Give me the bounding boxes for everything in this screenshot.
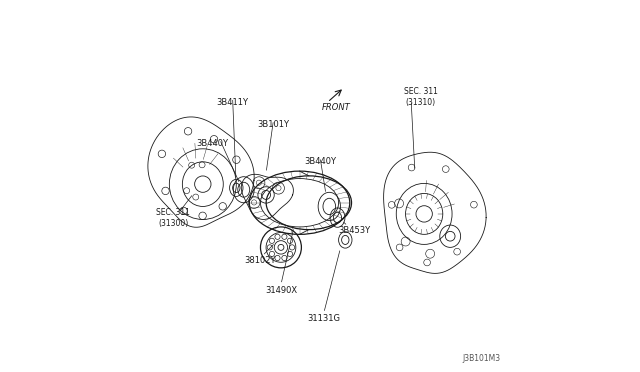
Text: 3B411Y: 3B411Y	[216, 98, 248, 107]
Text: 3B453Y: 3B453Y	[339, 226, 371, 235]
Text: J3B101M3: J3B101M3	[462, 354, 500, 363]
Text: FRONT: FRONT	[322, 103, 351, 112]
Text: 31131G: 31131G	[307, 314, 340, 323]
Text: 3B101Y: 3B101Y	[257, 120, 289, 129]
Text: SEC. 311
(31300): SEC. 311 (31300)	[156, 208, 190, 228]
Text: 31490X: 31490X	[265, 286, 297, 295]
Text: SEC. 311
(31310): SEC. 311 (31310)	[403, 87, 437, 107]
Text: 38102Y: 38102Y	[244, 256, 276, 265]
Text: 3B440Y: 3B440Y	[304, 157, 336, 166]
Text: 3B440Y: 3B440Y	[196, 139, 228, 148]
